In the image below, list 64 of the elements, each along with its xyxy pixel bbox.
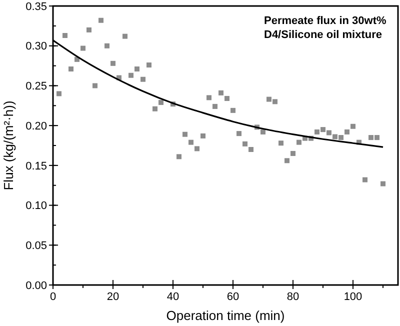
point — [344, 129, 350, 134]
x-tick-label: 0 — [50, 291, 56, 303]
point — [230, 108, 236, 113]
point — [368, 135, 374, 140]
point — [56, 91, 62, 96]
point — [176, 154, 182, 160]
point — [188, 140, 194, 145]
point — [284, 158, 290, 164]
point — [290, 150, 296, 156]
point — [212, 104, 218, 109]
point — [224, 96, 230, 101]
point — [68, 66, 74, 72]
point — [338, 135, 344, 140]
y-tick-label: 0.20 — [26, 120, 47, 132]
point — [110, 60, 116, 66]
point — [200, 133, 206, 138]
point — [86, 27, 92, 32]
x-tick-label: 20 — [106, 291, 120, 303]
point — [206, 95, 212, 100]
point — [272, 99, 278, 104]
point — [98, 18, 104, 23]
x-tick-label: 40 — [166, 291, 180, 303]
point — [140, 76, 146, 82]
point — [248, 146, 254, 152]
point — [128, 72, 134, 78]
y-tick-label: 0.30 — [26, 40, 47, 53]
x-tick-label: 100 — [344, 291, 362, 303]
y-tick-label: 0.25 — [26, 80, 47, 93]
point — [122, 34, 128, 39]
y-tick-label: 0.00 — [26, 280, 47, 292]
point — [218, 90, 224, 96]
point — [314, 129, 320, 134]
point — [266, 96, 272, 102]
y-axis-title: Flux (kg/(m²·h)) — [1, 100, 16, 190]
point — [296, 140, 302, 145]
x-axis-title: Operation time (min) — [166, 308, 285, 323]
x-tick-label: 80 — [286, 291, 300, 303]
point — [332, 134, 338, 140]
point — [374, 135, 380, 140]
point — [134, 66, 140, 72]
y-tick-label: 0.35 — [26, 0, 47, 13]
point — [80, 46, 86, 51]
point — [362, 177, 368, 182]
point — [146, 62, 152, 68]
y-tick-label: 0.05 — [26, 240, 47, 252]
point — [350, 124, 356, 129]
point — [104, 43, 110, 48]
point — [236, 131, 242, 136]
point — [152, 106, 158, 112]
x-tick-label: 60 — [226, 291, 240, 303]
point — [260, 129, 266, 134]
annotation: Permeate flux in 30wt% D4/Silicone oil mixture — [264, 15, 386, 41]
point — [182, 132, 188, 137]
point — [380, 181, 386, 186]
point — [92, 83, 98, 88]
point — [62, 32, 68, 38]
point — [194, 146, 200, 152]
point — [320, 127, 326, 132]
y-tick-label: 0.10 — [26, 200, 47, 212]
point — [242, 141, 248, 146]
point — [278, 140, 284, 146]
y-tick-label: 0.15 — [26, 160, 47, 172]
point — [158, 100, 164, 105]
point — [326, 130, 332, 136]
